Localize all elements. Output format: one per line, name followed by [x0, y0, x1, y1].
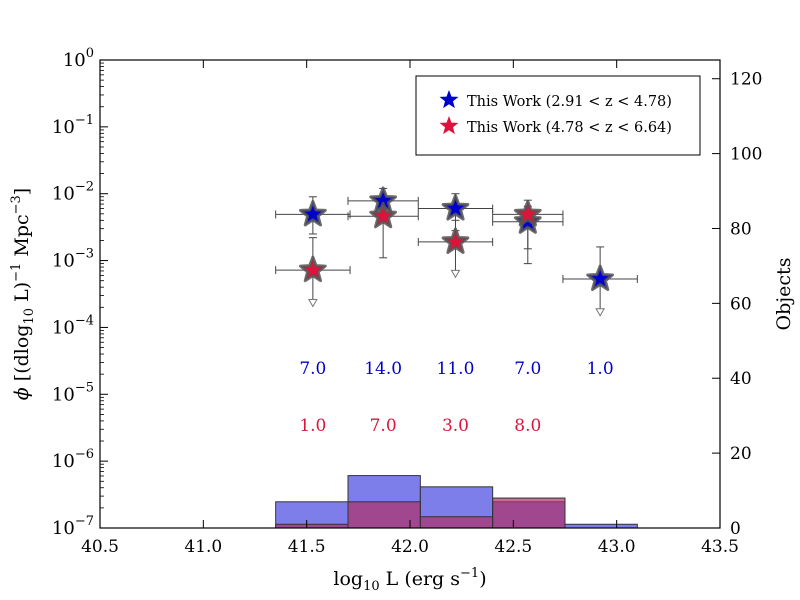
y-tick-label-exponent-2: −5: [75, 380, 94, 395]
y-axis-label-d: ]: [11, 188, 33, 195]
count-label-blue-1: 14.0: [364, 359, 402, 379]
upper-limit-arrow-blue-4: [595, 308, 605, 317]
count-label-red-6: 7.0: [370, 416, 397, 436]
count-label-blue-4: 1.0: [587, 359, 614, 379]
count-label-blue-3: 7.0: [514, 359, 541, 379]
star-marker-red-3: [513, 199, 542, 227]
x-tick-label-6: 43.5: [701, 537, 739, 557]
x-tick-label-5: 43.0: [598, 537, 636, 557]
x-tick-label-1: 41.0: [184, 537, 222, 557]
x-axis-label-sub: 10: [363, 579, 380, 594]
star-marker-blue-2: [441, 194, 470, 221]
y-axis-label-phi: ϕ: [11, 387, 33, 400]
legend-label-blue: This Work (2.91 < z < 4.78): [467, 94, 672, 110]
count-label-blue-0: 7.0: [299, 359, 326, 379]
y-tick-label-exponent-1: −6: [75, 447, 94, 462]
y-tick-label-exponent-6: −1: [75, 113, 94, 128]
count-label-layer: 7.0 14.0 11.0 7.0 1.0 1.0 7.0 3.0 8.0: [299, 359, 613, 436]
y-tick-label-exponent-0: −7: [75, 514, 94, 529]
upper-limit-arrow-red-0: [308, 299, 318, 308]
y-axis-label-sub: 10: [22, 308, 37, 325]
y2-tick-label-0: 0: [730, 519, 741, 539]
y-tick-label-exponent-5: −2: [75, 180, 94, 195]
legend-star-red: [439, 116, 459, 135]
y-tick-label-7: 100: [63, 46, 94, 71]
y2-tick-label-5: 100: [730, 145, 762, 165]
x-axis-label: log10 L (erg s−1): [333, 566, 486, 594]
star-marker-blue-0: [299, 199, 327, 227]
star-marker-red-1: [369, 201, 397, 229]
y-axis-label-c: Mpc: [11, 214, 33, 262]
x-tick-label-3: 42.0: [391, 537, 429, 557]
hist-bar-red-1: [347, 501, 421, 529]
y-tick-label-3: 10−4: [52, 313, 94, 338]
legend-star-blue: [439, 90, 459, 109]
count-label-red-8: 8.0: [514, 416, 541, 436]
x-axis-label-sup: −1: [460, 566, 479, 581]
legend: This Work (2.91 < z < 4.78) This Work (4…: [415, 75, 701, 156]
y2-axis-label: Objects: [773, 258, 795, 331]
y2-tick-label-3: 60: [730, 294, 752, 314]
y-axis-label-a: [(dlog: [11, 325, 33, 388]
x-tick-label-4: 42.5: [494, 537, 532, 557]
y2-tick-label-4: 80: [730, 219, 752, 239]
legend-box: [415, 75, 701, 156]
y-axis-label-b: L): [11, 282, 33, 308]
y2-tick-label-2: 40: [730, 369, 752, 389]
y2-tick-label-1: 20: [730, 444, 752, 464]
x-axis-label-end: ): [479, 568, 486, 590]
upper-limit-arrow-red-2: [450, 269, 461, 279]
star-marker-red-0: [299, 255, 327, 283]
star-marker-blue-4: [586, 264, 614, 292]
marker-layer: [299, 186, 614, 292]
y-tick-label-2: 10−5: [52, 380, 94, 405]
y-axis-label-sup2: −3: [9, 195, 24, 214]
y-tick-label-6: 10−1: [52, 113, 94, 138]
count-label-blue-2: 11.0: [437, 359, 475, 379]
histogram-layer: [275, 475, 638, 529]
count-label-red-5: 1.0: [299, 416, 326, 436]
hist-bar-red-3: [492, 497, 566, 529]
y2-tick-label-6: 120: [730, 70, 762, 90]
y-axis-label-sup1: −1: [9, 263, 24, 282]
x-axis-label-rest: L (erg s: [380, 568, 460, 590]
y-tick-label-1: 10−6: [52, 447, 94, 472]
y-tick-label-exponent-4: −3: [75, 247, 94, 262]
y-tick-label-4: 10−3: [52, 247, 94, 272]
x-tick-label-2: 41.5: [288, 537, 326, 557]
y-axis-label: ϕ [(dlog10 L)−1 Mpc−3]: [9, 188, 37, 400]
star-marker-red-2: [441, 227, 470, 254]
legend-label-red: This Work (4.78 < z < 6.64): [467, 120, 672, 136]
hist-bar-red-2: [419, 516, 494, 529]
y-tick-label-exponent-3: −4: [75, 313, 94, 328]
hist-bar-blue-0: [275, 501, 349, 529]
y-tick-label-exponent-7: 0: [86, 46, 94, 61]
count-label-red-7: 3.0: [442, 416, 469, 436]
x-tick-label-0: 40.5: [81, 537, 119, 557]
y-tick-label-0: 10−7: [52, 514, 94, 539]
y-tick-label-5: 10−2: [52, 180, 94, 205]
x-axis-label-base: log: [333, 568, 363, 590]
